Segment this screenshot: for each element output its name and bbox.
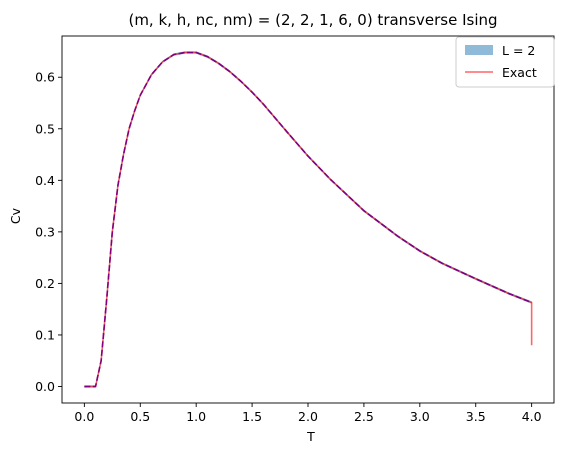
x-tick-label: 1.5 — [242, 409, 262, 424]
x-tick-label: 2.5 — [354, 409, 374, 424]
y-tick-label: 0.0 — [35, 379, 55, 394]
plot-area — [84, 51, 533, 388]
x-tick-label: 3.5 — [466, 409, 486, 424]
x-tick-label: 1.0 — [186, 409, 206, 424]
y-tick-label: 0.4 — [35, 173, 55, 188]
x-tick-label: 2.0 — [298, 409, 318, 424]
axes-frame — [61, 35, 555, 404]
legend-swatch-band — [465, 45, 493, 55]
legend-label-band: L = 2 — [502, 43, 535, 58]
x-tick-label: 4.0 — [522, 409, 542, 424]
x-tick-label: 0.5 — [130, 409, 150, 424]
legend-label-exact: Exact — [502, 65, 537, 80]
x-tick-label: 3.0 — [410, 409, 430, 424]
y-tick-label: 0.5 — [35, 121, 55, 136]
series-band-l2 — [84, 51, 532, 388]
series-line-dashed — [84, 51, 532, 388]
chart-title: (m, k, h, nc, nm) = (2, 2, 1, 6, 0) tran… — [128, 11, 497, 29]
y-tick-label: 0.3 — [35, 224, 55, 239]
legend: L = 2 Exact — [455, 36, 555, 88]
x-tick-label: 0.0 — [74, 409, 94, 424]
y-tick-label: 0.1 — [35, 327, 55, 342]
axes: 0.0 0.5 1.0 1.5 2.0 2.5 3.0 3.5 4.0 0.0 0.1 0.2 0.3 0… — [35, 35, 555, 424]
y-tick-label: 0.6 — [35, 70, 55, 85]
y-tick-label: 0.2 — [35, 276, 55, 291]
y-axis-label: Cv — [8, 207, 23, 224]
x-axis-label: T — [306, 429, 315, 444]
series-line-exact — [84, 51, 533, 388]
